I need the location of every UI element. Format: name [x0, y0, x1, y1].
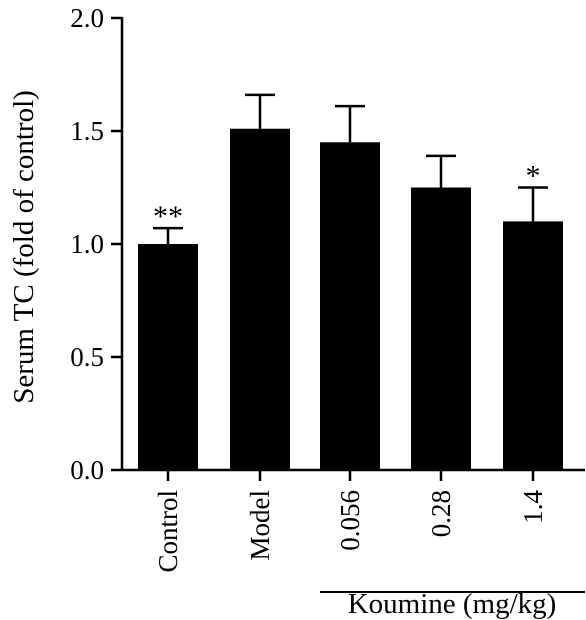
- y-tick-label: 0.0: [70, 455, 104, 485]
- group-label: Koumine (mg/kg): [348, 588, 557, 620]
- x-tick-label: Control: [153, 490, 183, 573]
- significance-marker: **: [153, 200, 183, 233]
- y-ticks: 0.0 0.5 1.0 1.5 2.0: [70, 3, 122, 485]
- x-tick-label: 1.4: [518, 490, 548, 524]
- y-tick-label: 2.0: [70, 3, 104, 33]
- bar-1.4: [503, 221, 563, 470]
- x-tick-label: 0.28: [426, 490, 456, 537]
- bars: ***: [138, 93, 563, 471]
- bar-0.056: [320, 142, 380, 471]
- y-tick-label: 1.5: [70, 116, 104, 146]
- x-tick-labels: Control Model 0.056 0.28 1.4: [153, 470, 548, 573]
- y-tick-label: 1.0: [70, 229, 104, 259]
- y-tick-label: 0.5: [70, 342, 104, 372]
- y-axis-title: Serum TC (fold of control): [8, 90, 40, 404]
- significance-marker: *: [526, 160, 541, 193]
- x-tick-label: 0.056: [335, 490, 365, 551]
- bar-0.28: [411, 187, 471, 470]
- x-tick-label: Model: [245, 490, 275, 561]
- bar-Control: [138, 244, 198, 470]
- bar-Model: [230, 128, 290, 471]
